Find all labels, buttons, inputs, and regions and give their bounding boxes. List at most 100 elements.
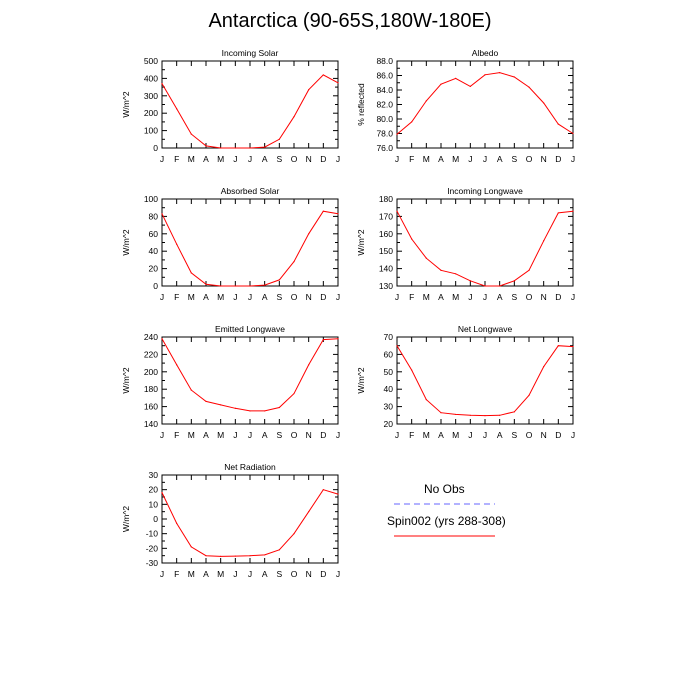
x-tick-label: F <box>409 292 414 302</box>
data-point <box>425 100 427 102</box>
data-point <box>278 138 280 140</box>
x-tick-label: D <box>320 154 326 164</box>
data-point <box>513 280 515 282</box>
x-tick-label: A <box>438 292 444 302</box>
x-tick-label: O <box>291 569 298 579</box>
y-tick-label: 82.0 <box>376 100 393 110</box>
data-point <box>455 273 457 275</box>
x-tick-label: D <box>555 154 561 164</box>
y-tick-label: 240 <box>144 332 158 342</box>
data-point <box>322 74 324 76</box>
data-point <box>234 407 236 409</box>
y-tick-label: 40 <box>149 246 159 256</box>
data-point <box>308 364 310 366</box>
x-tick-label: A <box>203 430 209 440</box>
data-point <box>190 272 192 274</box>
y-tick-label: 80.0 <box>376 114 393 124</box>
x-tick-label: D <box>555 430 561 440</box>
y-axis-label: % reflected <box>356 83 366 126</box>
x-tick-label: S <box>276 569 282 579</box>
plot-frame <box>396 198 574 287</box>
data-point <box>528 269 530 271</box>
y-tick-label: -10 <box>146 529 159 539</box>
x-tick-label: D <box>320 292 326 302</box>
x-tick-label: S <box>276 154 282 164</box>
data-point <box>234 285 236 287</box>
data-point <box>308 511 310 513</box>
data-point <box>337 338 339 340</box>
y-tick-label: 20 <box>384 419 394 429</box>
chart-title: Incoming Longwave <box>447 186 523 196</box>
legend-label-model: Spin002 (yrs 288-308) <box>387 514 506 528</box>
data-point <box>264 284 266 286</box>
x-tick-label: J <box>160 430 164 440</box>
x-tick-label: A <box>438 154 444 164</box>
series-line-model <box>396 345 574 417</box>
x-tick-label: D <box>555 292 561 302</box>
y-axis-label: W/m^2 <box>356 229 366 255</box>
x-tick-label: M <box>188 154 195 164</box>
x-tick-label: S <box>276 292 282 302</box>
data-point <box>190 389 192 391</box>
x-tick-label: F <box>174 430 179 440</box>
y-tick-label: 0 <box>153 281 158 291</box>
x-tick-label: J <box>336 292 340 302</box>
y-tick-label: 140 <box>144 419 158 429</box>
data-point <box>293 533 295 535</box>
y-tick-label: 70 <box>384 332 394 342</box>
y-tick-label: 86.0 <box>376 71 393 81</box>
y-tick-label: 0 <box>153 514 158 524</box>
data-point <box>499 285 501 287</box>
data-point <box>322 489 324 491</box>
data-point <box>499 72 501 74</box>
y-tick-label: 170 <box>379 211 393 221</box>
x-tick-label: J <box>483 430 487 440</box>
x-tick-label: J <box>571 430 575 440</box>
data-point <box>484 74 486 76</box>
series-line-model <box>161 74 339 149</box>
x-tick-label: M <box>217 292 224 302</box>
plot-frame <box>161 198 339 287</box>
x-tick-label: O <box>526 154 533 164</box>
data-point <box>264 554 266 556</box>
y-tick-label: 80 <box>149 211 159 221</box>
y-tick-label: 180 <box>144 384 158 394</box>
x-tick-label: O <box>526 430 533 440</box>
x-tick-label: J <box>483 292 487 302</box>
chart-title: Net Radiation <box>224 462 276 472</box>
data-point <box>499 414 501 416</box>
data-point <box>572 132 574 135</box>
x-tick-label: A <box>262 154 268 164</box>
data-point <box>572 210 574 212</box>
data-point <box>264 410 266 412</box>
data-point <box>440 269 442 271</box>
data-point <box>293 116 295 118</box>
plot-frame <box>161 60 339 149</box>
data-point <box>161 83 163 85</box>
x-tick-label: M <box>188 569 195 579</box>
y-tick-label: 200 <box>144 108 158 118</box>
y-axis-label: W/m^2 <box>121 91 131 117</box>
data-point <box>469 85 471 87</box>
y-tick-label: 88.0 <box>376 56 393 66</box>
legend <box>394 503 495 537</box>
x-tick-label: F <box>174 292 179 302</box>
data-point <box>425 257 427 259</box>
chart-title: Incoming Solar <box>222 48 279 58</box>
y-tick-label: 500 <box>144 56 158 66</box>
data-point <box>528 86 530 88</box>
x-tick-label: M <box>423 430 430 440</box>
y-tick-label: 60 <box>384 349 394 359</box>
x-tick-label: D <box>320 430 326 440</box>
x-tick-label: S <box>511 430 517 440</box>
x-tick-label: J <box>483 154 487 164</box>
x-tick-label: A <box>203 154 209 164</box>
y-tick-label: -30 <box>146 558 159 568</box>
y-tick-label: 100 <box>144 194 158 204</box>
y-axis-label: W/m^2 <box>121 229 131 255</box>
x-tick-label: A <box>262 430 268 440</box>
